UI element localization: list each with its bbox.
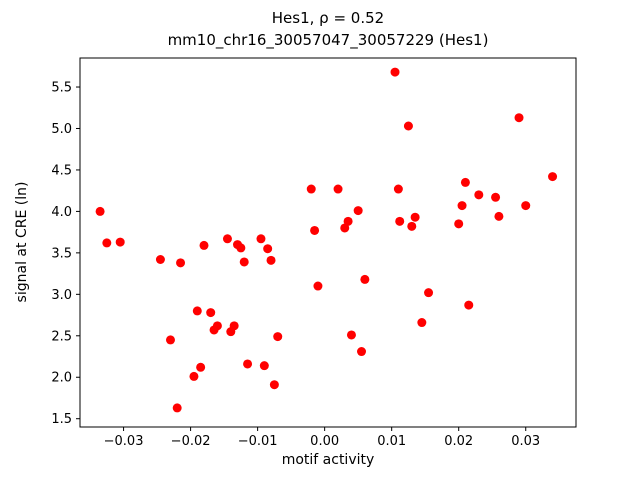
x-tick-label: −0.03	[104, 434, 144, 449]
x-tick-label: −0.02	[171, 434, 211, 449]
scatter-point	[229, 321, 239, 331]
scatter-point	[333, 184, 343, 194]
scatter-point	[310, 225, 320, 235]
y-axis-label: signal at CRE (ln)	[14, 181, 30, 303]
scatter-point	[346, 330, 356, 340]
y-tick-label: 5.0	[51, 122, 72, 137]
y-tick-label: 4.0	[51, 205, 72, 220]
scatter-point	[206, 308, 216, 318]
scatter-point	[395, 216, 405, 226]
x-tick-label: 0.03	[511, 434, 540, 449]
scatter-point	[189, 371, 199, 381]
y-tick-label: 3.0	[51, 288, 72, 303]
scatter-point	[340, 223, 350, 233]
scatter-point	[514, 113, 524, 123]
scatter-point	[353, 206, 363, 216]
scatter-point	[464, 300, 474, 310]
scatter-point	[357, 347, 367, 357]
y-tick-label: 2.5	[51, 329, 72, 344]
scatter-point	[102, 238, 112, 248]
scatter-point	[494, 211, 504, 221]
scatter-point	[263, 244, 273, 254]
scatter-point	[343, 216, 353, 226]
scatter-point	[95, 206, 105, 216]
x-tick-label: 0.00	[310, 434, 339, 449]
scatter-point	[460, 177, 470, 187]
scatter-point	[115, 237, 125, 247]
chart-title: Hes1, ρ = 0.52	[271, 9, 385, 27]
axes-frame	[79, 57, 577, 428]
scatter-point	[199, 240, 209, 250]
y-tick-label: 4.5	[51, 163, 72, 178]
scatter-point	[393, 184, 403, 194]
scatter-point	[212, 321, 222, 331]
y-tick-label: 2.0	[51, 371, 72, 386]
x-tick-label: −0.01	[238, 434, 278, 449]
scatter-point	[410, 212, 420, 222]
x-axis-label: motif activity	[281, 452, 375, 468]
scatter-point	[165, 335, 175, 345]
scatter-point	[454, 219, 464, 229]
scatter-point	[196, 362, 206, 372]
scatter-point	[256, 234, 266, 244]
scatter-point	[313, 281, 323, 291]
y-tick-label: 5.5	[51, 81, 72, 96]
x-tick-label: 0.01	[377, 434, 406, 449]
scatter-point	[424, 288, 434, 298]
y-tick-label: 3.5	[51, 246, 72, 261]
scatter-point	[474, 190, 484, 200]
scatter-point	[491, 192, 501, 202]
scatter-point	[269, 380, 279, 390]
scatter-point	[407, 221, 417, 231]
scatter-point	[176, 258, 186, 268]
scatter-point	[390, 67, 400, 77]
scatter-point	[243, 359, 253, 369]
scatter-point	[222, 234, 232, 244]
scatter-point	[521, 201, 531, 211]
scatter-point	[259, 361, 269, 371]
scatter-point	[172, 403, 182, 413]
y-tick-label: 1.5	[51, 412, 72, 427]
scatter-point	[457, 201, 467, 211]
scatter-point	[236, 243, 246, 253]
scatter-point	[192, 306, 202, 316]
chart-subtitle: mm10_chr16_30057047_30057229 (Hes1)	[167, 31, 489, 49]
x-tick-label: 0.02	[444, 434, 473, 449]
scatter-point	[548, 172, 558, 182]
scatter-point	[273, 332, 283, 342]
scatter-point	[403, 121, 413, 131]
scatter-point	[417, 318, 427, 328]
scatter-point	[306, 184, 316, 194]
scatter-point	[155, 254, 165, 264]
scatter-point	[266, 255, 276, 265]
scatter-point	[239, 257, 249, 267]
scatter-point	[360, 274, 370, 284]
